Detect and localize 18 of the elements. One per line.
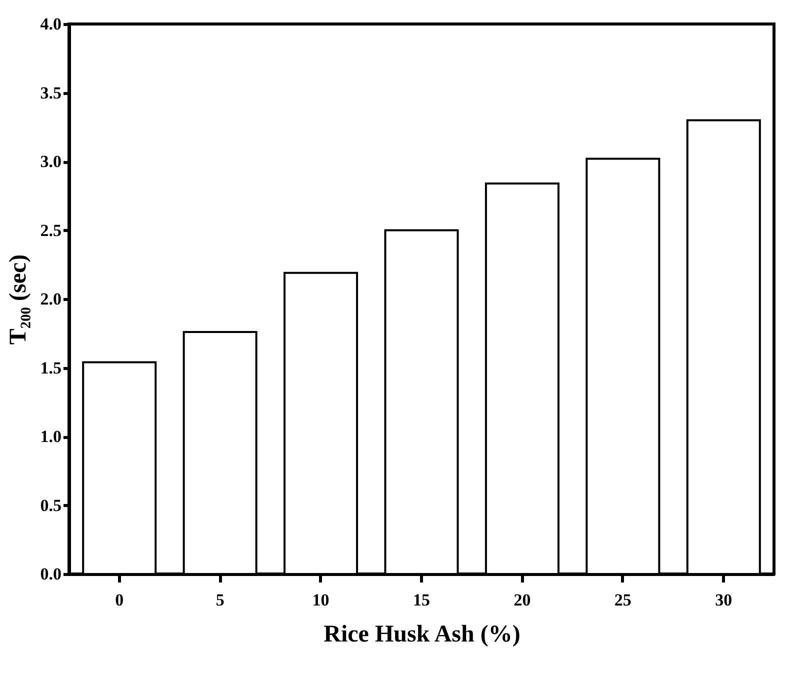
y-tick-label: 2.5 [40, 220, 62, 240]
x-axis-title: Rice Husk Ash (%) [324, 622, 520, 648]
y-tick-label: 2.0 [40, 290, 62, 308]
x-tick-label: 0 [115, 590, 124, 610]
x-tick-label: 30 [715, 590, 732, 610]
y-axis-title: T₂₀₀ (sec) [5, 254, 32, 345]
y-tick-label: 0.0 [40, 564, 62, 584]
y-tick-label: 1.5 [40, 358, 62, 378]
x-tick-label: 5 [216, 590, 224, 610]
x-tick-label: 20 [514, 590, 531, 610]
x-tick-label: 15 [413, 590, 430, 610]
y-tick-label: 3.0 [40, 152, 62, 171]
x-tick-label: 10 [312, 590, 330, 610]
x-tick-label: 25 [614, 590, 632, 610]
y-tick-label: 1.0 [40, 427, 62, 446]
y-tick-label: 4.0 [40, 14, 62, 34]
y-tick-label: 3.5 [40, 83, 62, 102]
y-tick-label: 0.5 [40, 496, 62, 515]
